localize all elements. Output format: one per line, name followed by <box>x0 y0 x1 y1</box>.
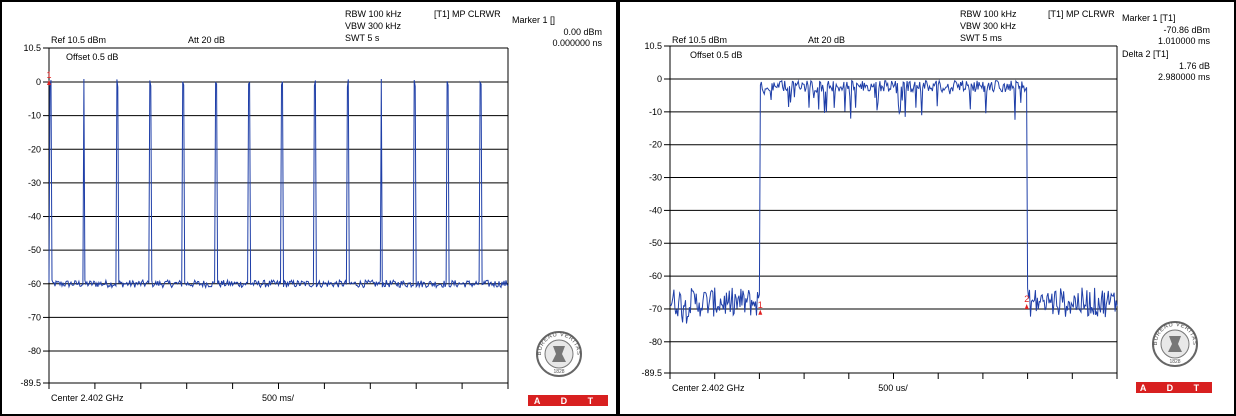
adt-badge: A D T <box>1136 382 1212 393</box>
marker-1-time: 0.000000 ns <box>552 38 602 48</box>
offset-box <box>62 51 142 62</box>
marker-1-number: 1 <box>46 70 51 80</box>
spectrum-chart-right: RBW 100 kHz VBW 300 kHz SWT 5 ms [T1] MP… <box>641 9 1212 393</box>
rbw-label: RBW 100 kHz <box>960 9 1017 19</box>
adt-badge-text: A D T <box>1140 383 1208 393</box>
adt-badge-text: A D T <box>534 396 602 406</box>
seal-year: 1828 <box>553 369 564 375</box>
spectrum-panel-left: RBW 100 kHz VBW 300 kHz SWT 5 s [T1] MP … <box>0 0 618 416</box>
offset-box <box>684 49 764 60</box>
marker-2-number: 2 <box>1024 294 1029 304</box>
y-tick-label: -80 <box>28 346 41 356</box>
spectrum-trace <box>48 78 509 290</box>
marker-1-symbol <box>758 309 763 315</box>
delta-2-level: 1.76 dB <box>1179 61 1210 71</box>
y-tick-label: 0 <box>36 77 41 87</box>
y-tick-label: -80 <box>649 337 662 347</box>
marker-1-time: 1.010000 ms <box>1158 36 1211 46</box>
bureau-veritas-seal: BUREAU VERITAS 1828 <box>536 331 582 377</box>
center-frequency-label: Center 2.402 GHz <box>51 393 124 403</box>
trace-mode-label: [T1] MP CLRWR <box>434 9 501 19</box>
offset-label: Offset 0.5 dB <box>66 52 118 62</box>
rbw-label: RBW 100 kHz <box>345 9 402 19</box>
y-tick-label: -40 <box>28 212 41 222</box>
y-tick-label: -20 <box>28 144 41 154</box>
y-tick-label: 0 <box>657 74 662 84</box>
vbw-label: VBW 300 kHz <box>960 21 1017 31</box>
y-tick-label: -60 <box>649 271 662 281</box>
marker-1-symbol <box>47 80 51 85</box>
marker-1-label: Marker 1 [] <box>512 15 555 25</box>
attenuation-label: Att 20 dB <box>808 35 845 45</box>
y-tick-label: 10.5 <box>644 41 662 51</box>
y-tick-label: -89.5 <box>641 368 662 378</box>
attenuation-label: Att 20 dB <box>188 35 225 45</box>
delta-2-label: Delta 2 [T1] <box>1122 49 1169 59</box>
ref-level-label: Ref 10.5 dBm <box>672 35 727 45</box>
offset-label: Offset 0.5 dB <box>690 50 742 60</box>
spectrum-trace <box>669 78 1118 324</box>
adt-badge: A D T <box>528 395 608 406</box>
bureau-veritas-seal: BUREAU VERITAS 1828 <box>1152 321 1198 367</box>
marker-1-level: -70.86 dBm <box>1163 25 1210 35</box>
delta-2-time: 2.980000 ms <box>1158 72 1211 82</box>
ref-level-label: Ref 10.5 dBm <box>51 35 106 45</box>
spectrum-chart-left: RBW 100 kHz VBW 300 kHz SWT 5 s [T1] MP … <box>20 9 608 406</box>
spectrum-panel-right: RBW 100 kHz VBW 300 kHz SWT 5 ms [T1] MP… <box>618 0 1236 416</box>
swt-label: SWT 5 s <box>345 33 380 43</box>
y-tick-label: -60 <box>28 279 41 289</box>
y-tick-label: -70 <box>28 312 41 322</box>
y-tick-label: -30 <box>28 178 41 188</box>
y-tick-label: -10 <box>649 107 662 117</box>
center-frequency-label: Center 2.402 GHz <box>672 383 745 393</box>
vbw-label: VBW 300 kHz <box>345 21 402 31</box>
marker-1-number: 1 <box>758 300 763 310</box>
y-tick-label: -89.5 <box>20 378 41 388</box>
y-tick-label: 10.5 <box>23 43 41 53</box>
y-tick-label: -70 <box>649 304 662 314</box>
trace-mode-label: [T1] MP CLRWR <box>1048 9 1115 19</box>
y-tick-label: -50 <box>649 238 662 248</box>
y-tick-label: -10 <box>28 111 41 121</box>
time-per-division-label: 500 ms/ <box>262 393 295 403</box>
marker-2-symbol <box>1024 303 1029 309</box>
y-tick-label: -50 <box>28 245 41 255</box>
y-tick-label: -20 <box>649 140 662 150</box>
swt-label: SWT 5 ms <box>960 33 1002 43</box>
marker-1-level: 0.00 dBm <box>563 27 602 37</box>
time-per-division-label: 500 us/ <box>878 383 908 393</box>
marker-1-label: Marker 1 [T1] <box>1122 13 1176 23</box>
y-tick-label: -30 <box>649 173 662 183</box>
seal-year: 1828 <box>1169 359 1180 365</box>
y-tick-label: -40 <box>649 205 662 215</box>
